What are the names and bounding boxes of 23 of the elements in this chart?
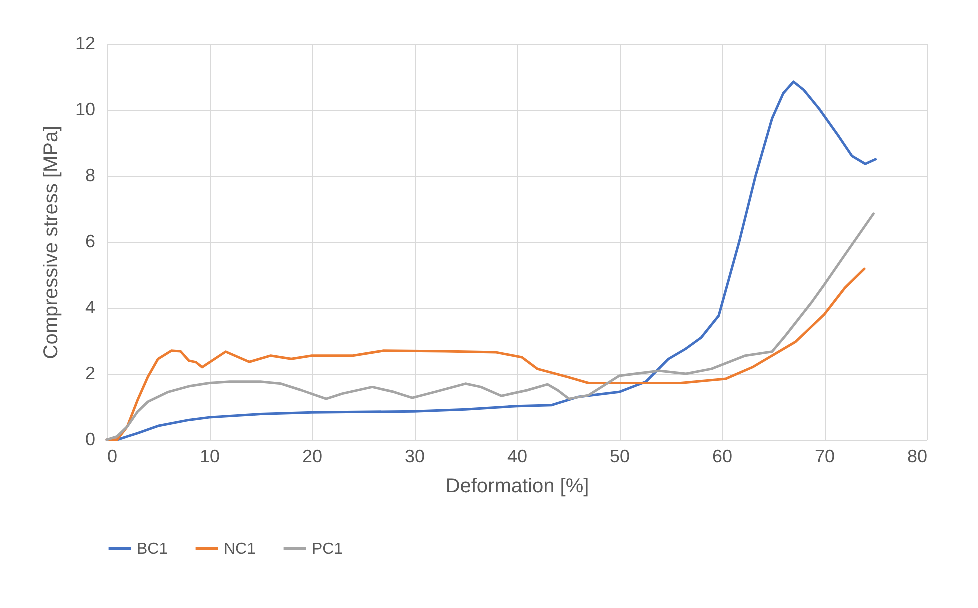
y-axis-title: Compressive stress [MPa] [40,126,62,360]
x-tick-label: 40 [507,446,528,466]
y-tick-label: 0 [85,430,96,450]
x-tick-label: 80 [907,446,928,466]
x-tick-label: 30 [404,446,426,466]
x-tick-label: 0 [108,446,118,466]
x-tick-label: 50 [610,446,630,466]
x-tick-label: 70 [814,446,836,466]
x-axis-title: Deformation [%] [446,476,590,498]
legend-label: BC1 [137,541,168,558]
legend-label: NC1 [224,541,256,558]
y-tick-label: 10 [75,100,96,120]
line-series [106,268,866,442]
y-tick-label: 4 [85,298,96,318]
legend-label: PC1 [312,541,344,558]
x-tick-label: 20 [302,446,323,466]
y-tick-label: 12 [75,34,96,54]
line-series [106,212,875,442]
y-tick-label: 6 [85,232,96,252]
y-tick-label: 8 [85,166,96,186]
x-tick-label: 10 [200,446,220,466]
x-tick-label: 60 [712,446,733,466]
y-tick-label: 2 [85,364,96,384]
